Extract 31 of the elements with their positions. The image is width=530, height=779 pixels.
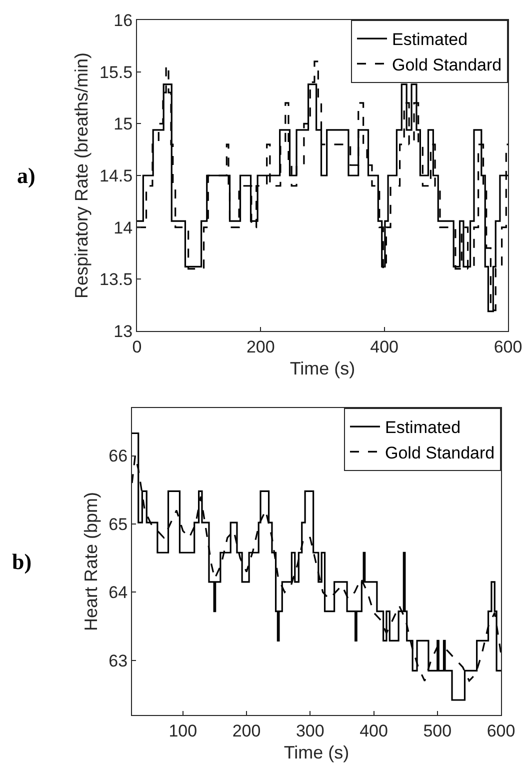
y-tick-label: 66 — [108, 446, 128, 466]
text: a) — [17, 163, 36, 188]
y-tick-label: 15.5 — [100, 62, 133, 82]
x-tick-label: 500 — [423, 721, 452, 740]
x-tick-label: 200 — [232, 721, 261, 740]
x-axis-title: Time (s) — [290, 358, 356, 378]
x-tick-label: 400 — [360, 721, 388, 740]
y-tick-label: 13 — [114, 322, 133, 341]
y-tick-label: 63 — [108, 651, 128, 670]
x-tick-label: 0 — [132, 337, 142, 356]
y-tick-label: 13.5 — [100, 270, 133, 290]
x-tick-label: 600 — [494, 337, 522, 356]
y-tick-label: 15 — [114, 114, 133, 134]
y-tick-label: 14.5 — [100, 166, 133, 186]
y-tick-label: 16 — [114, 10, 133, 30]
legend-label: Gold Standard — [392, 55, 502, 74]
legend-label: Estimated — [385, 418, 461, 438]
y-axis-title: Heart Rate (bpm) — [80, 492, 101, 632]
x-tick-label: 600 — [486, 721, 516, 740]
x-tick-label: 100 — [168, 721, 198, 740]
x-axis-title: Time (s) — [284, 742, 350, 762]
text: b) — [12, 549, 32, 574]
x-tick-label: 200 — [246, 337, 275, 356]
x-tick-label: 400 — [370, 337, 399, 356]
y-tick-label: 64 — [108, 583, 128, 602]
legend-label: Estimated — [392, 30, 468, 50]
legend-label: Gold Standard — [385, 443, 495, 462]
y-tick-label: 65 — [108, 514, 128, 534]
y-axis-title: Respiratory Rate (breaths/min) — [72, 52, 92, 299]
y-tick-label: 14 — [114, 218, 133, 238]
x-tick-label: 300 — [296, 721, 324, 740]
